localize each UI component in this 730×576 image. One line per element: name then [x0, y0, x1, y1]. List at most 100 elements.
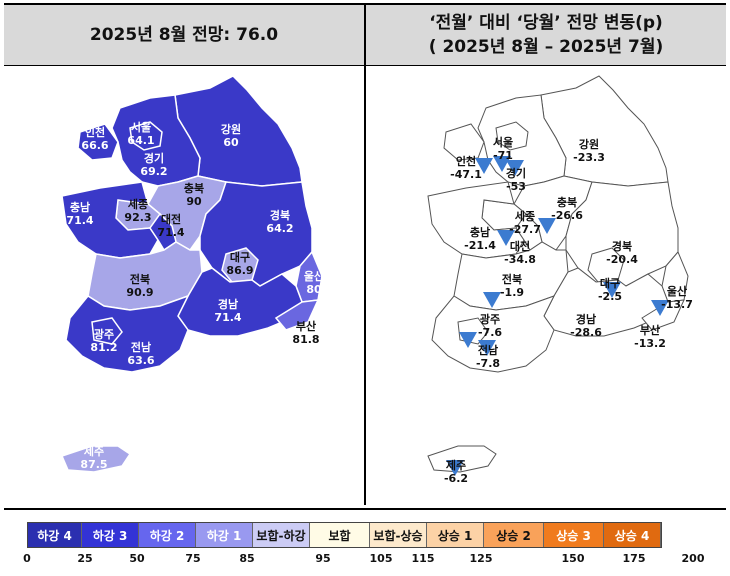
- arrow-jeonbuk: [483, 292, 501, 308]
- right-title-line1: ‘전월’ 대비 ‘당월’ 전망 변동(p): [429, 13, 663, 33]
- legend-item-6: 보합-상승: [370, 523, 427, 547]
- rlabel-gangwon: 강원 -23.3: [573, 138, 605, 164]
- label-value: 69.2: [140, 165, 168, 178]
- arrow-gyeonggi: [506, 160, 524, 176]
- label-gangwon: 강원 60: [221, 123, 241, 149]
- label-value: -7.6: [477, 326, 503, 339]
- label-name: 부산: [295, 320, 317, 333]
- label-value: -13.7: [661, 298, 693, 311]
- label-name: 대구: [229, 251, 251, 264]
- legend-item-8: 상승 2: [484, 523, 544, 547]
- arrow-jeju: [446, 460, 464, 476]
- legend-tick-1: 25: [77, 552, 93, 565]
- legend-tick-4: 85: [239, 552, 255, 565]
- arrow-jeonnam: [478, 340, 496, 356]
- rlabel-sejong: 세종 -27.7: [509, 210, 541, 236]
- label-value: 92.3: [124, 211, 152, 224]
- region-seoul: [129, 121, 163, 151]
- label-name: 충북: [183, 182, 205, 195]
- label-name: 경북: [611, 240, 633, 253]
- label-seoul: 서울 64.1: [127, 121, 154, 147]
- rlabel-incheon: 인천 -47.1: [450, 155, 482, 181]
- label-value: -7.8: [475, 357, 501, 370]
- left-title-text: 2025년 8월 전망: 76.0: [89, 25, 279, 45]
- label-name: 광주: [479, 313, 501, 326]
- arrow-gwangju: [459, 332, 477, 348]
- label-jeonbuk: 전북 90.9: [126, 273, 153, 299]
- label-value: 63.6: [127, 354, 155, 367]
- rlabel-jeonnam: 전남 -7.8: [476, 344, 500, 370]
- label-busan: 부산 81.8: [292, 320, 319, 346]
- legend-tick-11: 200: [681, 552, 705, 565]
- legend-item-0: 하강 4: [28, 523, 82, 547]
- arrow-ulsan: [651, 300, 669, 316]
- legend-tick-2: 50: [129, 552, 145, 565]
- label-gyeonggi: 경기 69.2: [140, 152, 167, 178]
- legend-item-7: 상승 1: [427, 523, 484, 547]
- label-name: 경남: [575, 313, 597, 326]
- label-value: 64.2: [266, 222, 294, 235]
- label-value: -1.9: [499, 286, 525, 299]
- label-value: -26.6: [551, 209, 583, 222]
- label-name: 충북: [556, 196, 578, 209]
- label-value: 71.4: [66, 214, 94, 227]
- label-value: 80: [306, 283, 322, 296]
- legend-item-5: 보합: [310, 523, 370, 547]
- label-name: 전북: [501, 273, 523, 286]
- label-incheon: 인천 66.6: [81, 126, 108, 152]
- label-value: 90.9: [126, 286, 154, 299]
- label-value: -53: [506, 180, 526, 193]
- label-value: 64.1: [127, 134, 155, 147]
- label-value: -13.2: [634, 337, 666, 350]
- label-value: 81.8: [292, 333, 320, 346]
- region-jeonnam: [65, 294, 190, 373]
- outline-jeonnam: [431, 295, 556, 373]
- label-chungnam: 충남 71.4: [66, 201, 93, 227]
- arrow-daegu: [603, 282, 621, 298]
- label-name: 제주: [83, 445, 105, 458]
- label-jeju: 제주 87.5: [80, 445, 107, 471]
- label-name: 강원: [578, 138, 600, 151]
- label-name: 경남: [217, 298, 239, 311]
- legend-tick-7: 115: [411, 552, 435, 565]
- legend-tick-9: 150: [561, 552, 585, 565]
- label-value: 86.9: [226, 264, 254, 277]
- outline-gyeongnam: [543, 267, 669, 337]
- outline-jeju: [427, 445, 497, 473]
- arrow-incheon: [475, 158, 493, 174]
- region-gwangju: [91, 317, 123, 345]
- rlabel-ulsan: 울산 -13.7: [661, 285, 693, 311]
- label-value: 81.2: [90, 341, 118, 354]
- label-name: 충남: [469, 226, 491, 239]
- region-incheon: [77, 123, 119, 161]
- legend-item-4: 보합-하강: [253, 523, 310, 547]
- rlabel-chungbuk: 충북 -26.6: [551, 196, 583, 222]
- label-value: -23.3: [573, 151, 605, 164]
- label-name: 대전: [509, 240, 531, 253]
- legend-tick-5: 95: [315, 552, 331, 565]
- arrow-daejeon: [497, 230, 515, 246]
- rlabel-daegu: 대구 -2.5: [598, 277, 622, 303]
- label-name: 대구: [599, 277, 621, 290]
- label-name: 세종: [514, 210, 536, 223]
- header-rule: [4, 65, 726, 66]
- label-daegu: 대구 86.9: [226, 251, 253, 277]
- label-name: 인천: [455, 155, 477, 168]
- label-value: -47.1: [450, 168, 482, 181]
- label-name: 서울: [492, 136, 514, 149]
- legend-bar: 하강 4 하강 3 하강 2 하강 1 보합-하강 보합 보합-상승 상승 1 상승 2 상승 3…: [27, 522, 662, 548]
- label-value: 71.4: [157, 226, 185, 239]
- label-name: 전남: [130, 341, 152, 354]
- label-gyeongbuk: 경북 64.2: [266, 209, 293, 235]
- rlabel-gyeongnam: 경남 -28.6: [570, 313, 602, 339]
- label-value: -2.5: [597, 290, 623, 303]
- arrow-chungbuk: [538, 218, 556, 234]
- label-name: 인천: [84, 126, 106, 139]
- panel-divider: [364, 5, 366, 505]
- legend-tick-3: 75: [185, 552, 201, 565]
- label-value: -21.4: [464, 239, 496, 252]
- rlabel-seoul: 서울 -71: [493, 136, 513, 162]
- label-value: 90: [186, 195, 202, 208]
- label-name: 세종: [127, 198, 149, 211]
